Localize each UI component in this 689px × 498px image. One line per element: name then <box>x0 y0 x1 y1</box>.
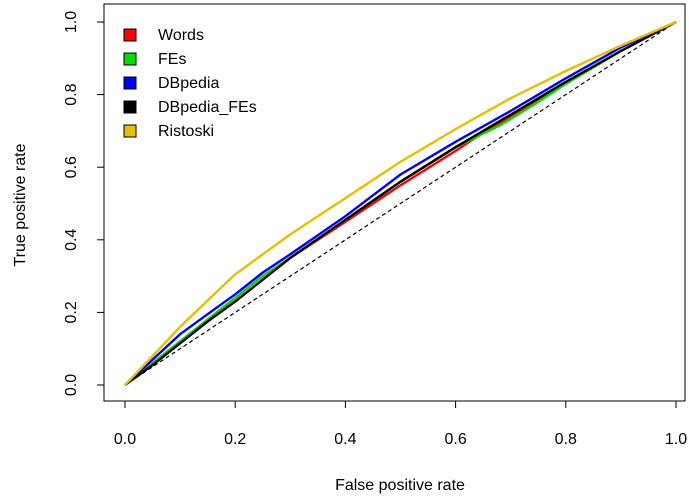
y-axis: 0.0 0.2 0.4 0.6 0.8 1.0 <box>63 11 105 396</box>
x-axis: 0.0 0.2 0.4 0.6 0.8 1.0 <box>114 400 687 448</box>
legend-swatch <box>123 76 137 90</box>
legend-swatch <box>123 124 137 138</box>
x-tick-label: 0.4 <box>334 431 356 448</box>
series-line-dbpedia-fes <box>124 20 677 386</box>
series-line-ristoski <box>124 20 677 386</box>
x-tick-label: 0.6 <box>444 431 466 448</box>
legend-label: FEs <box>158 51 186 68</box>
x-tick-label: 0.8 <box>555 431 577 448</box>
legend-label: DBpedia_FEs <box>158 99 257 116</box>
y-tick-label: 0.4 <box>63 229 80 251</box>
x-axis-title: False positive rate <box>335 477 465 494</box>
x-tick-label: 0.0 <box>114 431 136 448</box>
series-layer <box>124 20 677 386</box>
series-line-dbpedia <box>124 20 677 386</box>
y-tick-label: 0.0 <box>63 374 80 396</box>
legend-swatch <box>123 52 137 66</box>
y-tick-label: 0.8 <box>63 83 80 105</box>
legend-swatch <box>123 100 137 114</box>
legend-label: Words <box>158 27 204 44</box>
legend-label: DBpedia <box>158 75 219 92</box>
y-tick-label: 0.2 <box>63 301 80 323</box>
legend-swatch <box>123 28 137 42</box>
x-tick-label: 0.2 <box>224 431 246 448</box>
legend: Words FEs DBpedia DBpedia_FEs Ristoski <box>123 27 257 140</box>
diagonal-reference-line <box>124 21 677 386</box>
x-tick-label: 1.0 <box>665 431 687 448</box>
y-axis-title: True positive rate <box>12 143 29 266</box>
legend-label: Ristoski <box>158 123 214 140</box>
y-tick-label: 0.6 <box>63 156 80 178</box>
y-tick-label: 1.0 <box>63 11 80 33</box>
